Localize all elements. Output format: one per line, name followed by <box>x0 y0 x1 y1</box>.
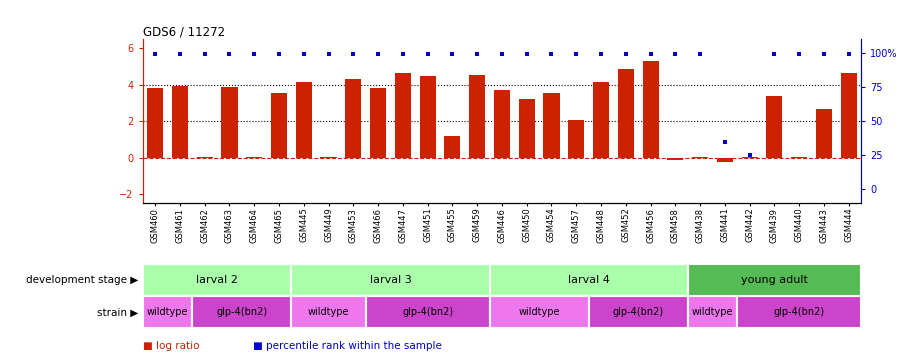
Bar <box>321 157 336 158</box>
Text: wildtype: wildtype <box>308 307 349 317</box>
Bar <box>271 93 287 158</box>
Bar <box>841 73 857 158</box>
Bar <box>246 157 262 158</box>
Bar <box>717 158 733 162</box>
Text: ■ percentile rank within the sample: ■ percentile rank within the sample <box>253 341 442 351</box>
Text: strain ▶: strain ▶ <box>97 307 138 317</box>
Text: glp-4(bn2): glp-4(bn2) <box>612 307 664 317</box>
Bar <box>420 76 436 158</box>
Text: wildtype: wildtype <box>519 307 560 317</box>
Bar <box>172 86 188 158</box>
Text: wildtype: wildtype <box>692 307 733 317</box>
Bar <box>197 157 213 158</box>
Bar <box>589 296 688 328</box>
Bar <box>490 264 688 296</box>
Bar <box>395 73 411 158</box>
Bar <box>370 87 386 158</box>
Bar <box>618 69 634 158</box>
Bar <box>143 264 291 296</box>
Bar <box>192 296 291 328</box>
Bar <box>543 93 560 158</box>
Bar <box>490 296 589 328</box>
Bar <box>147 87 163 158</box>
Bar <box>766 96 783 158</box>
Bar <box>688 296 738 328</box>
Text: ■ log ratio: ■ log ratio <box>143 341 199 351</box>
Bar <box>469 75 485 158</box>
Bar <box>221 87 238 158</box>
Text: glp-4(bn2): glp-4(bn2) <box>402 307 453 317</box>
Text: larval 4: larval 4 <box>567 275 610 285</box>
Bar <box>345 79 361 158</box>
Bar <box>519 100 535 158</box>
Bar <box>741 157 758 158</box>
Bar <box>816 109 832 158</box>
Text: wildtype: wildtype <box>146 307 188 317</box>
Text: larval 2: larval 2 <box>196 275 238 285</box>
Text: GDS6 / 11272: GDS6 / 11272 <box>143 25 225 38</box>
Text: development stage ▶: development stage ▶ <box>26 275 138 285</box>
Text: glp-4(bn2): glp-4(bn2) <box>216 307 267 317</box>
Bar <box>738 296 861 328</box>
Text: larval 3: larval 3 <box>369 275 412 285</box>
Bar <box>688 264 861 296</box>
Bar <box>494 90 510 158</box>
Bar <box>643 61 659 158</box>
Bar <box>593 82 609 158</box>
Bar <box>296 82 312 158</box>
Text: young adult: young adult <box>741 275 808 285</box>
Bar <box>366 296 490 328</box>
Bar <box>692 157 708 158</box>
Bar <box>444 136 460 158</box>
Bar <box>668 158 683 160</box>
Bar <box>791 157 807 158</box>
Bar <box>291 296 366 328</box>
Bar <box>291 264 490 296</box>
Text: glp-4(bn2): glp-4(bn2) <box>774 307 825 317</box>
Bar <box>143 296 192 328</box>
Bar <box>568 120 584 158</box>
